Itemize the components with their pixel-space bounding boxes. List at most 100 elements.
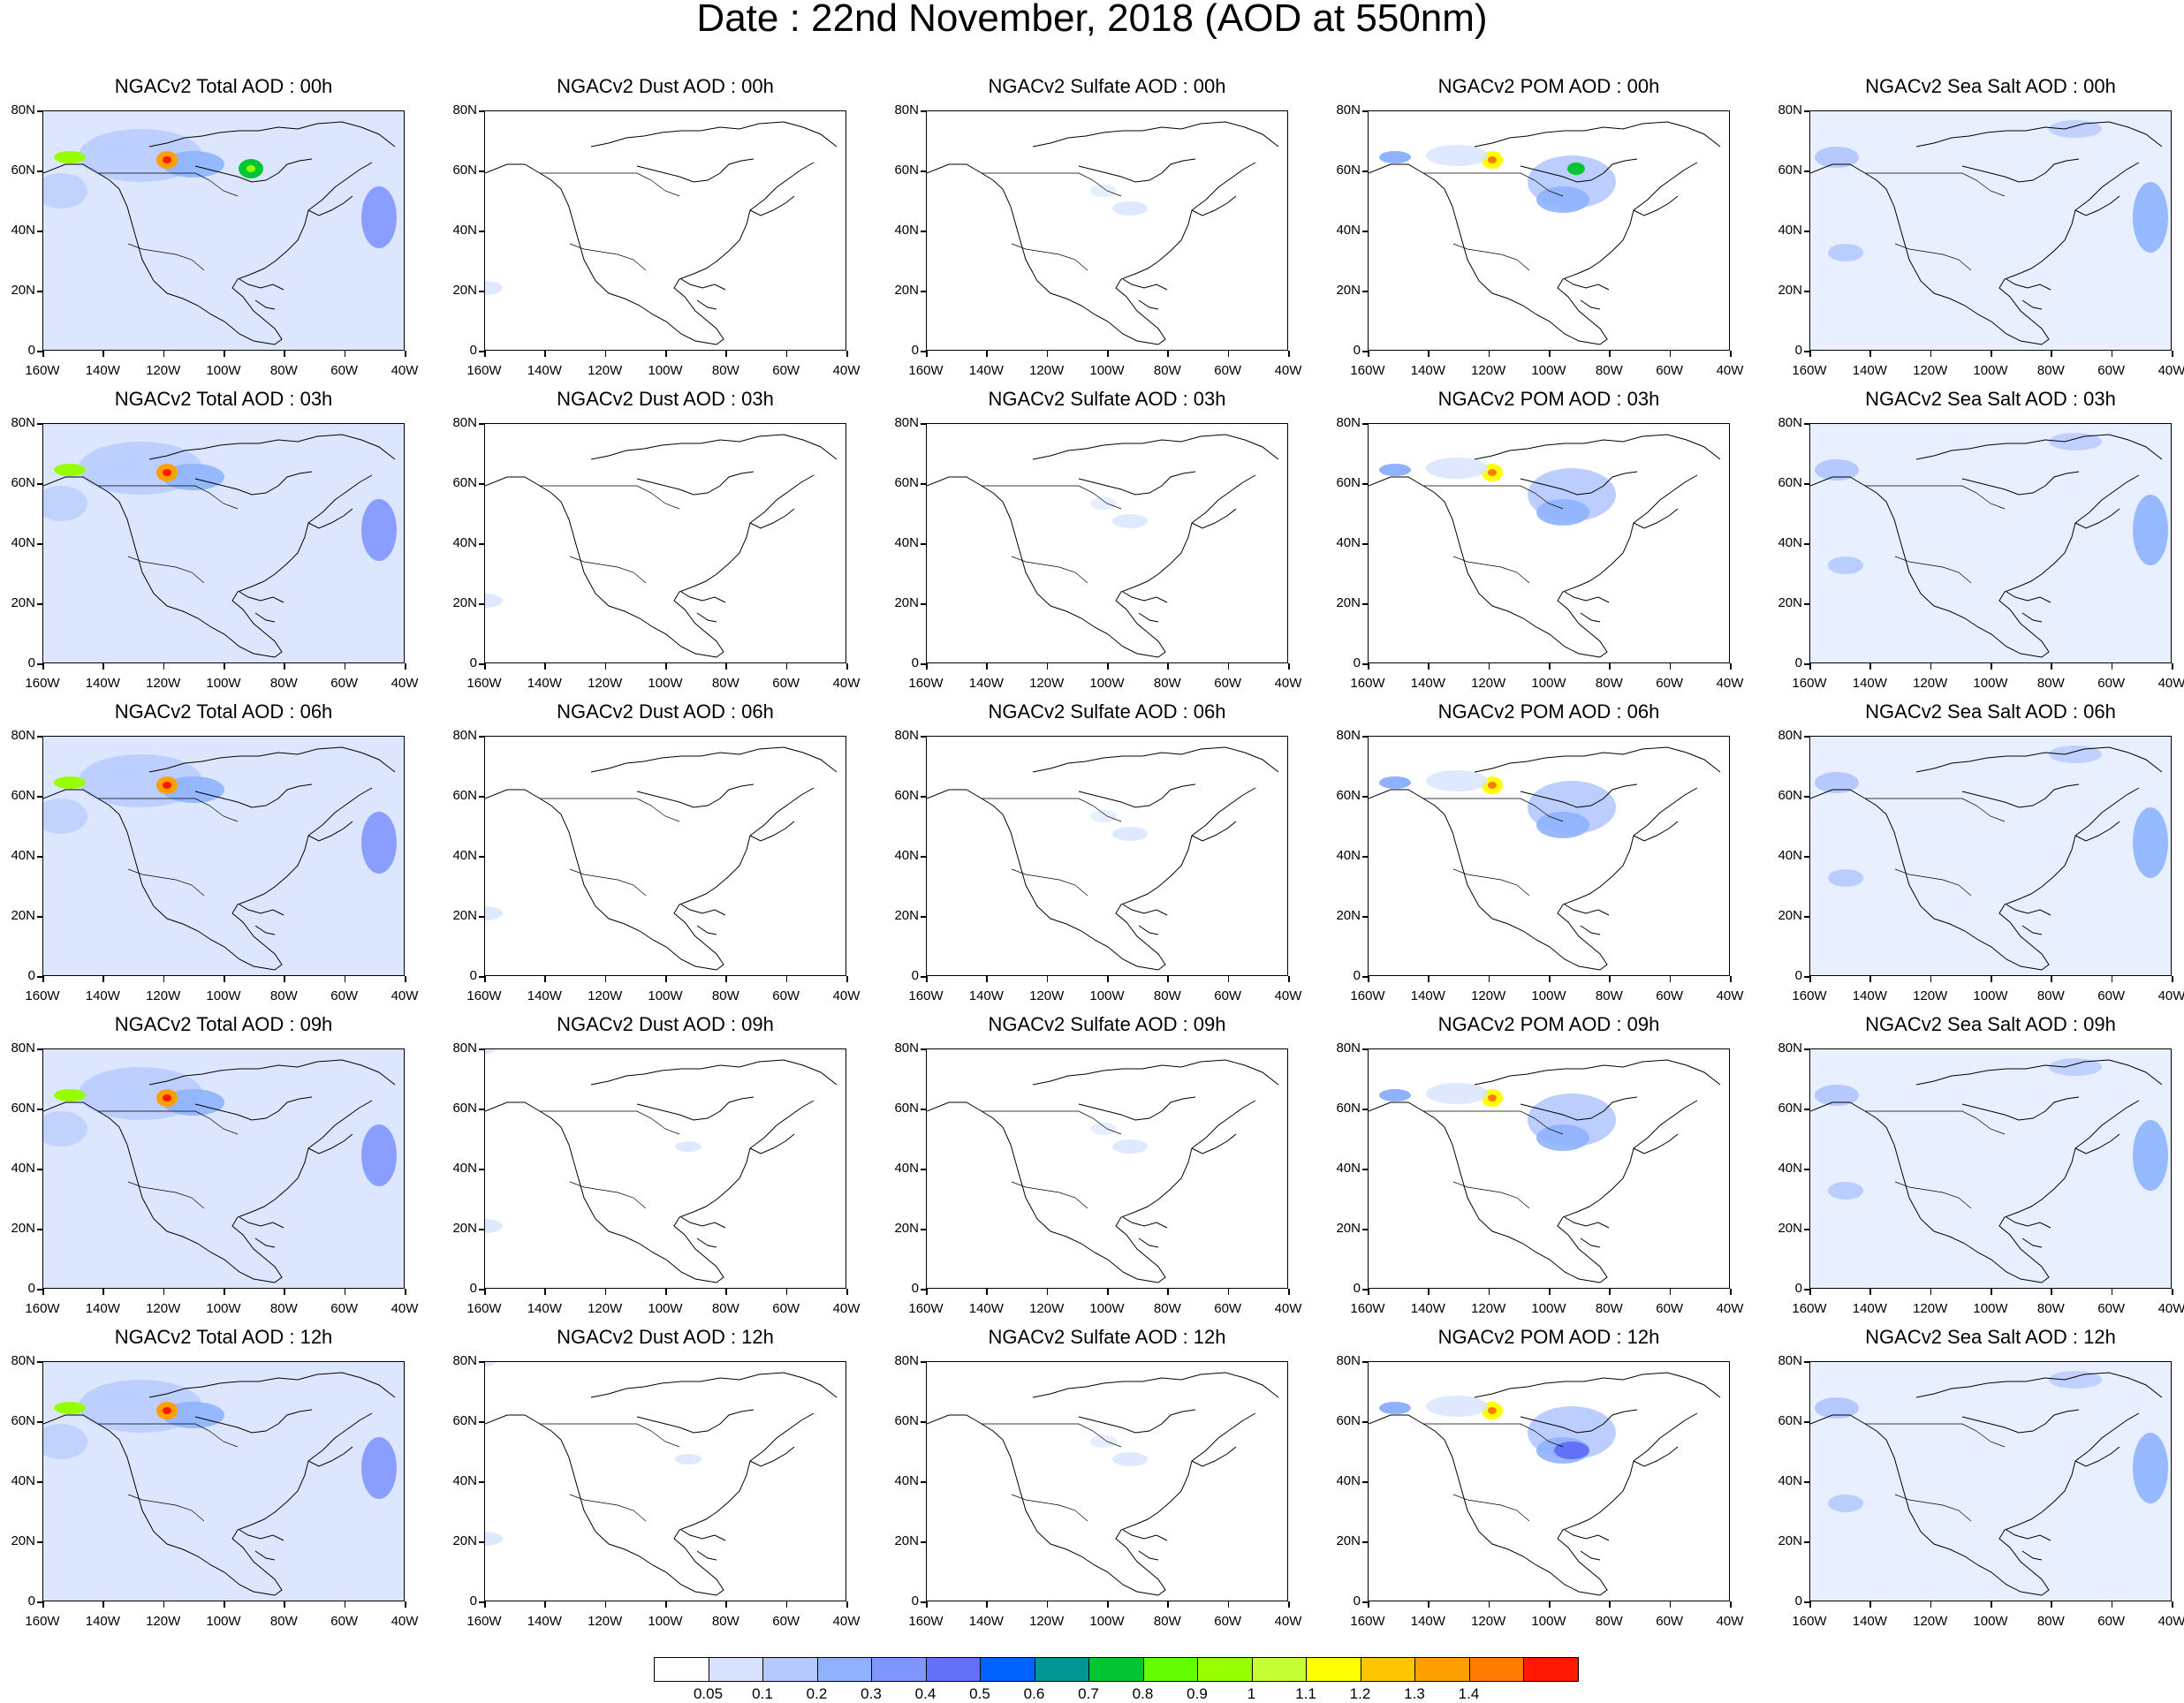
x-tick xyxy=(2111,976,2113,982)
x-tick-label: 100W xyxy=(1531,988,1566,1003)
aod-shading xyxy=(1112,1139,1148,1154)
y-tick xyxy=(921,1229,926,1230)
x-tick xyxy=(405,1601,406,1608)
x-tick-label: 100W xyxy=(1089,988,1125,1003)
x-tick-label: 140W xyxy=(527,988,562,1003)
coastline xyxy=(1810,746,2163,971)
x-tick-label: 140W xyxy=(85,363,120,378)
y-tick-label: 60N xyxy=(894,475,919,490)
aod-shading xyxy=(1810,1049,2171,1288)
y-tick-label: 80N xyxy=(894,1353,919,1368)
y-tick-label: 0 xyxy=(911,1593,919,1608)
y-tick xyxy=(479,1048,484,1050)
y-tick xyxy=(921,543,926,545)
y-tick xyxy=(479,976,484,978)
political-border xyxy=(1423,798,1564,897)
y-tick-label: 40N xyxy=(1336,535,1361,550)
map-field xyxy=(1810,424,2171,662)
colorbar-label: 1.2 xyxy=(1349,1685,1371,1702)
x-tick-label: 100W xyxy=(206,1301,241,1316)
x-tick xyxy=(604,976,607,982)
y-tick-label: 40N xyxy=(452,1473,477,1488)
y-tick xyxy=(1362,170,1368,172)
aod-shading xyxy=(246,165,255,172)
coastline xyxy=(43,1059,396,1283)
y-tick-label: 20N xyxy=(894,1533,919,1548)
x-tick-label: 160W xyxy=(25,1301,60,1316)
y-tick-label: 60N xyxy=(1336,163,1361,178)
x-tick-label: 160W xyxy=(466,988,502,1003)
y-tick-label: 40N xyxy=(1778,848,1802,863)
y-tick xyxy=(479,1229,484,1230)
x-tick xyxy=(1991,976,1992,982)
map-frame xyxy=(484,736,846,976)
map-field xyxy=(1369,746,1721,971)
y-tick-label: 20N xyxy=(1778,595,1802,610)
aod-shading xyxy=(1379,1089,1411,1101)
x-tick xyxy=(1046,1289,1049,1295)
political-border xyxy=(540,172,680,271)
x-tick xyxy=(1227,351,1230,357)
x-tick-label: 40W xyxy=(1716,1301,1744,1316)
x-tick-label: 120W xyxy=(146,363,181,378)
x-tick-label: 40W xyxy=(2157,1614,2184,1629)
x-tick xyxy=(846,1289,848,1295)
x-tick xyxy=(986,976,988,982)
aod-shading xyxy=(54,776,86,789)
x-tick-label: 60W xyxy=(2097,1301,2126,1316)
map-frame xyxy=(926,1048,1288,1289)
y-tick xyxy=(479,856,484,858)
x-tick-label: 80W xyxy=(1153,363,1181,378)
y-tick-label: 60N xyxy=(894,1101,919,1116)
x-tick-label: 40W xyxy=(391,1301,419,1316)
y-tick-label: 60N xyxy=(894,788,919,803)
aod-shading xyxy=(54,1089,86,1101)
x-tick xyxy=(986,351,988,357)
x-tick-label: 160W xyxy=(466,676,502,691)
y-tick-label: 0 xyxy=(1794,968,1802,983)
colorbar-cell xyxy=(980,1657,1035,1682)
y-tick xyxy=(37,543,42,545)
y-tick xyxy=(37,603,42,605)
coastline xyxy=(485,1059,838,1283)
x-tick xyxy=(1930,663,1932,670)
map-field xyxy=(43,111,404,350)
map-frame xyxy=(42,736,405,976)
y-tick xyxy=(1362,603,1368,605)
x-tick xyxy=(1869,1601,1871,1608)
y-tick xyxy=(1804,110,1809,112)
y-tick xyxy=(479,291,484,292)
aod-shading xyxy=(1828,1495,1863,1512)
x-tick-label: 160W xyxy=(25,1614,60,1629)
x-tick xyxy=(284,1289,285,1295)
y-tick xyxy=(479,1169,484,1170)
x-tick xyxy=(284,351,285,357)
x-tick xyxy=(42,1289,44,1295)
aod-shading xyxy=(2133,807,2168,878)
x-tick-label: 100W xyxy=(1531,1614,1566,1629)
political-border xyxy=(1423,172,1564,271)
map-frame xyxy=(42,423,405,663)
x-tick-label: 160W xyxy=(1792,676,1827,691)
x-tick-label: 140W xyxy=(968,676,1004,691)
y-tick xyxy=(1804,1481,1809,1483)
x-tick xyxy=(725,663,727,670)
x-tick xyxy=(1428,1601,1429,1608)
colorbar-label: 1 xyxy=(1247,1685,1256,1702)
map-field xyxy=(1810,1049,2171,1288)
x-tick xyxy=(1869,663,1871,670)
aod-shading xyxy=(1488,1407,1497,1414)
x-tick xyxy=(1107,1601,1109,1608)
y-tick xyxy=(479,916,484,918)
y-tick-label: 0 xyxy=(1353,1593,1361,1608)
y-tick-label: 80N xyxy=(894,102,919,117)
x-tick-label: 120W xyxy=(1029,1614,1065,1629)
x-tick xyxy=(846,663,848,670)
y-tick xyxy=(921,423,926,425)
x-tick xyxy=(544,1289,546,1295)
x-tick-label: 60W xyxy=(772,1614,800,1629)
x-tick xyxy=(1991,351,1992,357)
y-tick xyxy=(479,423,484,425)
x-tick-label: 120W xyxy=(1913,363,1948,378)
y-tick-label: 20N xyxy=(1778,283,1802,298)
